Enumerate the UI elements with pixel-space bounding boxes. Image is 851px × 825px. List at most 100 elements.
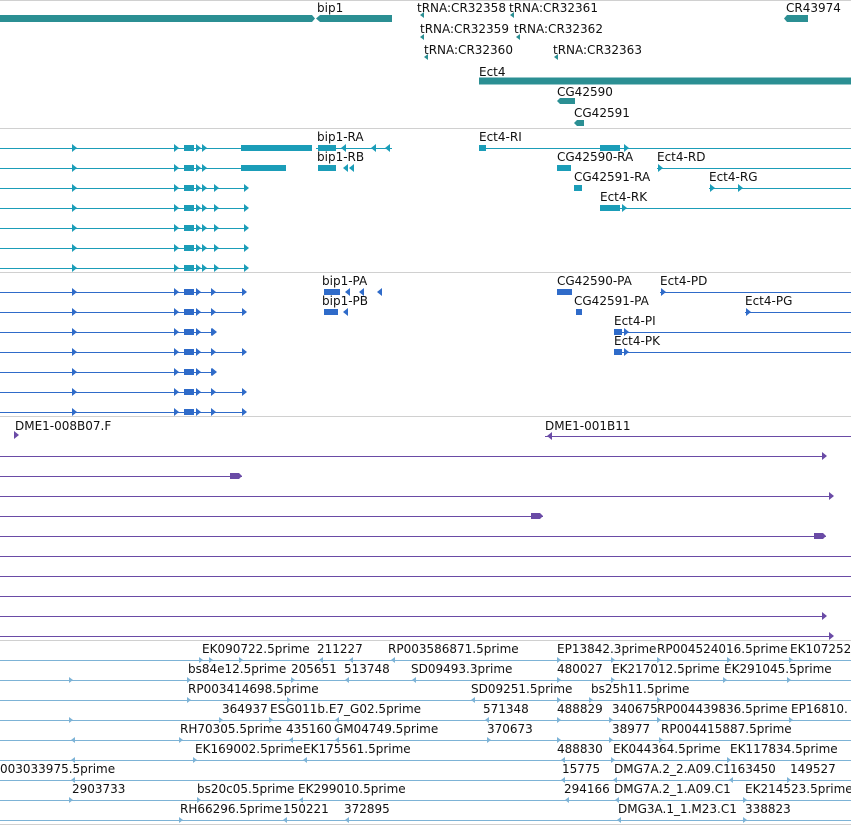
est-label[interactable]: 338823 <box>745 802 791 816</box>
protein-label-bip1-pb[interactable]: bip1-PB <box>322 294 369 308</box>
est-label[interactable]: GM04749.5prime <box>334 722 439 736</box>
est-label[interactable]: ESG011b.E7_G02.5prime <box>270 702 422 716</box>
gene-label-trna-cr32362[interactable]: tRNA:CR32362 <box>514 22 603 36</box>
est-label[interactable]: DMG7A.2_2.A09.C1 <box>614 762 731 776</box>
transcript-label-ect4-rk[interactable]: Ect4-RK <box>600 190 648 204</box>
transcript-label-ect4-rd[interactable]: Ect4-RD <box>657 150 706 164</box>
est-label[interactable]: 435160 <box>286 722 332 736</box>
transcript-label-bip1-ra[interactable]: bip1-RA <box>317 130 364 144</box>
est-label[interactable]: RH66296.5prime <box>180 802 282 816</box>
est-label[interactable]: 364937 <box>222 702 268 716</box>
est-label[interactable]: EK090722.5prime <box>202 642 310 656</box>
strand-arrow <box>199 657 203 663</box>
est-label[interactable]: 15775 <box>562 762 601 776</box>
est-label[interactable]: RP003414698.5prime <box>188 682 319 696</box>
est-label[interactable]: 149527 <box>790 762 836 776</box>
transcript-label-bip1-rb[interactable]: bip1-RB <box>317 150 365 164</box>
est-label[interactable]: SD09493.3prime <box>411 662 513 676</box>
est-label[interactable]: RP004524016.5prime <box>657 642 788 656</box>
gene-label-cg42591[interactable]: CG42591 <box>574 106 630 120</box>
gene-label-trna-cr32363[interactable]: tRNA:CR32363 <box>553 43 642 57</box>
protein-label-ect4-pd[interactable]: Ect4-PD <box>660 274 708 288</box>
gene-label-ect4[interactable]: Ect4 <box>479 65 506 79</box>
strand-arrow <box>202 164 207 172</box>
ncrna-glyph <box>554 54 558 60</box>
est-label[interactable]: 003033975.5prime <box>0 762 116 776</box>
strand-arrow <box>611 757 615 763</box>
est-label[interactable]: RH70305.5prime <box>180 722 282 736</box>
est-label[interactable]: 370673 <box>487 722 533 736</box>
est-label[interactable]: EK291045.5prime <box>724 662 832 676</box>
strand-arrow <box>557 677 561 683</box>
est-label[interactable]: 38977 <box>612 722 651 736</box>
est-label[interactable]: EK169002.5prime <box>195 742 303 756</box>
est-label[interactable]: DMG3A.1_1.M23.C1 <box>618 802 737 816</box>
strand-arrow <box>196 328 201 336</box>
exon <box>184 265 194 271</box>
strand-arrow <box>196 348 201 356</box>
strand-arrow <box>471 697 475 703</box>
est-label[interactable]: EK117834.5prime <box>730 742 838 756</box>
strand-arrow <box>174 408 179 416</box>
protein-label-cg42591-pa[interactable]: CG42591-PA <box>574 294 649 308</box>
cdna-end <box>230 473 242 479</box>
strand-arrow <box>746 308 751 316</box>
est-label[interactable]: RP003586871.5prime <box>388 642 519 656</box>
est-label[interactable]: 2903733 <box>72 782 126 796</box>
est-label[interactable]: 340675 <box>612 702 658 716</box>
gene-label-cg42590[interactable]: CG42590 <box>557 85 613 99</box>
gene-label-cr43974[interactable]: CR43974 <box>786 1 841 15</box>
est-label[interactable]: EK044364.5prime <box>613 742 721 756</box>
est-label[interactable]: 571348 <box>483 702 529 716</box>
est-label[interactable]: 163450 <box>730 762 776 776</box>
gene-label-trna-cr32358[interactable]: tRNA:CR32358 <box>417 1 506 15</box>
est-label[interactable]: 294166 <box>564 782 610 796</box>
protein-label-cg42590-pa[interactable]: CG42590-PA <box>557 274 632 288</box>
est-label[interactable]: bs20c05.5prime <box>197 782 295 796</box>
est-label[interactable]: 372895 <box>344 802 390 816</box>
est-label[interactable]: bs25h11.5prime <box>591 682 690 696</box>
protein-label-ect4-pi[interactable]: Ect4-PI <box>614 314 656 328</box>
est-label[interactable]: EK299010.5prime <box>298 782 406 796</box>
est-label[interactable]: DMG7A.2_1.A09.C1 <box>614 782 731 796</box>
est-label[interactable]: 211227 <box>317 642 363 656</box>
est-label[interactable]: 488829 <box>557 702 603 716</box>
est-label[interactable]: EK217012.5prime <box>612 662 720 676</box>
est-label[interactable]: SD09251.5prime <box>471 682 573 696</box>
est-label[interactable]: EP13842.3prime <box>557 642 657 656</box>
transcript-label-ect4-rg[interactable]: Ect4-RG <box>709 170 758 184</box>
est-label[interactable]: EK175561.5prime <box>303 742 411 756</box>
strand-arrow <box>341 144 346 152</box>
strand-arrow <box>729 777 733 783</box>
est-label[interactable]: EK214523.5prime <box>745 782 851 796</box>
est-label[interactable]: EP16810. <box>791 702 848 716</box>
strand-arrow <box>211 348 216 356</box>
est-label[interactable]: EK107252 <box>790 642 851 656</box>
gene-glyph-cg42591 <box>574 120 584 126</box>
gene-label-bip1[interactable]: bip1 <box>317 1 344 15</box>
protein-label-ect4-pk[interactable]: Ect4-PK <box>614 334 660 348</box>
transcript-label-cg42590-ra[interactable]: CG42590-RA <box>557 150 634 164</box>
strand-arrow <box>202 224 207 232</box>
cdna-label-dme1-008b07f[interactable]: DME1-008B07.F <box>15 419 112 433</box>
est-label[interactable]: RP004415887.5prime <box>661 722 792 736</box>
protein-label-ect4-pg[interactable]: Ect4-PG <box>745 294 793 308</box>
est-label[interactable]: 205651 <box>291 662 337 676</box>
est-label[interactable]: 488830 <box>557 742 603 756</box>
strand-arrow <box>345 817 349 823</box>
gene-label-trna-cr32360[interactable]: tRNA:CR32360 <box>424 43 513 57</box>
cdna-end <box>814 533 826 539</box>
protein-label-bip1-pa[interactable]: bip1-PA <box>322 274 368 288</box>
gene-label-trna-cr32359[interactable]: tRNA:CR32359 <box>420 22 509 36</box>
est-label[interactable]: 513748 <box>344 662 390 676</box>
est-label[interactable]: 150221 <box>283 802 329 816</box>
strand-arrow <box>244 244 249 252</box>
cdna-label-dme1-001b11[interactable]: DME1-001B11 <box>545 419 631 433</box>
est-label[interactable]: RP004439836.5prime <box>657 702 788 716</box>
transcript-label-cg42591-ra[interactable]: CG42591-RA <box>574 170 651 184</box>
transcript-label-ect4-ri[interactable]: Ect4-RI <box>479 130 522 144</box>
gene-label-trna-cr32361[interactable]: tRNA:CR32361 <box>509 1 598 15</box>
est-label[interactable]: bs84e12.5prime <box>188 662 287 676</box>
est-label[interactable]: 480027 <box>557 662 603 676</box>
